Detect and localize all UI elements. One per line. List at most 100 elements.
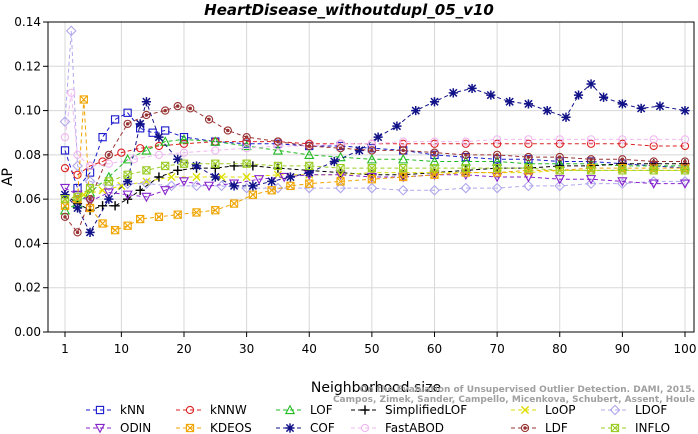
data-point-fastabod (555, 135, 564, 144)
data-point-knnw (179, 139, 189, 148)
legend-item-knn: kNN (86, 403, 145, 417)
data-point-simplifiedlof (135, 185, 145, 195)
data-point-fastabod (129, 155, 139, 164)
data-point-odin (254, 175, 265, 185)
x-tick-label: 10 (114, 342, 129, 356)
data-point-fastabod (242, 144, 251, 153)
data-point-knnw (461, 139, 470, 148)
data-point-inflo (492, 163, 502, 173)
watermark-line-1: On the Evaluation of Unsupervised Outlie… (360, 385, 695, 395)
data-point-inflo (367, 163, 377, 173)
data-point-cof (191, 161, 202, 171)
data-point-cof (354, 145, 364, 156)
data-point-ldf (161, 106, 170, 115)
data-point-simplifiedlof (110, 201, 120, 211)
data-point-odin (141, 192, 152, 203)
y-tick-label: 0.06 (14, 192, 41, 206)
series-lof (59, 133, 691, 215)
data-point-kdeos (286, 181, 295, 191)
data-point-kdeos (336, 177, 345, 186)
legend-item-lof: LOF (276, 403, 333, 417)
data-point-knnw (555, 139, 564, 148)
data-point-ldf (492, 150, 502, 160)
data-point-loop (98, 186, 107, 195)
data-point-cof (680, 105, 690, 116)
data-point-inflo (305, 161, 314, 171)
data-point-inflo (430, 163, 439, 173)
data-point-odin (648, 179, 659, 190)
data-point-ldf (367, 146, 377, 155)
data-point-kdeos (123, 221, 132, 230)
data-point-odin (160, 186, 171, 196)
data-point-inflo (123, 170, 132, 179)
series-ldf (60, 101, 690, 237)
data-point-kdeos (98, 219, 107, 228)
data-point-fastabod (154, 150, 164, 160)
data-point-inflo (461, 163, 470, 173)
data-point-cof (248, 181, 258, 191)
data-point-inflo (618, 166, 627, 175)
data-point-cof (141, 97, 152, 107)
legend-label: LDF (545, 421, 568, 434)
x-tick-label: 100 (674, 342, 697, 356)
data-point-lof (210, 136, 221, 146)
y-tick-label: 0.08 (14, 148, 41, 162)
data-point-simplifiedlof (154, 172, 164, 182)
y-axis-title: AP (0, 168, 16, 186)
data-point-knnw (430, 139, 439, 148)
data-point-inflo (524, 163, 533, 173)
legend-item-simplifiedlof: SimplifiedLOF (351, 403, 467, 417)
data-point-ldof (585, 178, 597, 190)
data-point-ldf (555, 152, 564, 162)
data-point-knnw (586, 139, 596, 148)
watermark-line-2: Campos, Zimek, Sander, Campello, Micenko… (333, 395, 695, 405)
data-point-fastabod (399, 137, 408, 146)
data-point-cof (104, 194, 114, 204)
data-point-kdeos (173, 210, 182, 219)
plot-area (47, 21, 695, 333)
legend-label: ODIN (120, 421, 151, 434)
x-tick-label: 80 (552, 342, 567, 356)
series-line-fastabod (64, 92, 685, 167)
data-point-ldf (223, 126, 232, 135)
data-point-inflo (73, 192, 82, 202)
legend-marker-knnw (185, 405, 195, 415)
legend-marker-fastabod (360, 423, 370, 433)
data-point-cof (617, 99, 627, 109)
data-point-ldf (305, 141, 314, 151)
data-point-inflo (179, 159, 189, 168)
series-cof (60, 79, 690, 237)
data-point-kdeos (305, 179, 314, 188)
data-point-knnw (117, 148, 126, 157)
data-point-cof (486, 90, 496, 100)
data-point-cof (304, 167, 314, 178)
data-point-ldf (680, 157, 690, 166)
data-point-fastabod (73, 150, 82, 160)
data-point-kdeos (60, 201, 70, 210)
data-point-cof (411, 105, 421, 116)
data-point-knn (60, 146, 70, 155)
data-point-cof (429, 97, 440, 107)
data-point-fastabod (649, 135, 658, 144)
data-point-ldf (336, 144, 345, 153)
data-point-cof (154, 132, 164, 142)
legend-marker-ldf (520, 423, 530, 433)
data-point-lof (366, 153, 377, 164)
data-point-ldf (173, 101, 182, 111)
data-point-lof (304, 149, 315, 160)
data-point-odin (203, 181, 215, 192)
data-point-lof (398, 153, 409, 164)
series-line-knn (64, 112, 686, 190)
data-point-ldf (649, 157, 658, 166)
data-point-kdeos (267, 186, 276, 195)
data-point-ldof (84, 176, 96, 187)
data-point-cof (85, 227, 95, 237)
data-point-ldf (142, 110, 151, 120)
series-line-ldof (64, 30, 685, 191)
legend-label: LoOP (545, 403, 576, 417)
data-point-ldof (491, 182, 503, 194)
data-point-ldf (430, 148, 439, 157)
legend-item-cof: COF (276, 421, 335, 434)
legend-marker-kdeos (185, 423, 195, 433)
data-point-knn (148, 128, 157, 137)
